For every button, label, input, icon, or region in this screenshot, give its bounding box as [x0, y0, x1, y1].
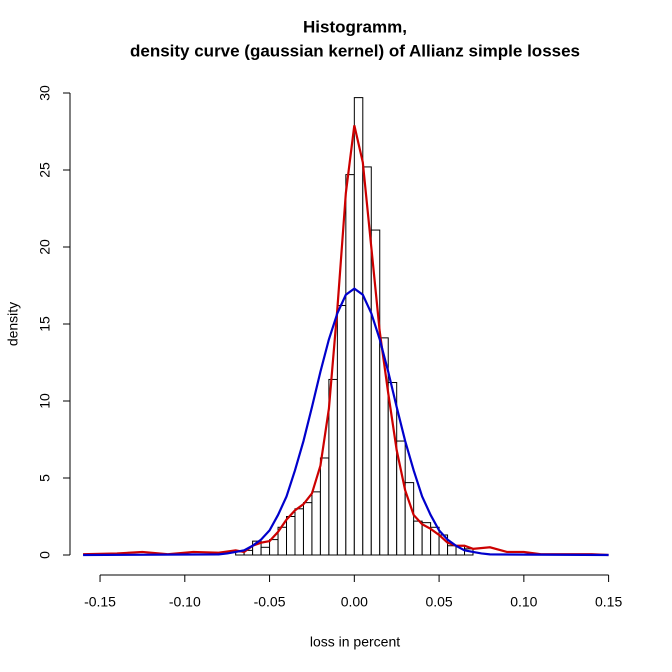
y-tick-label: 20 — [37, 239, 53, 255]
x-tick-label: 0.15 — [595, 594, 622, 610]
histogram-bar — [345, 174, 355, 556]
histogram-bar — [336, 305, 347, 556]
y-tick-label: 15 — [37, 316, 53, 332]
y-tick-label: 30 — [37, 85, 53, 101]
histogram-bar — [413, 520, 423, 556]
histogram-bar — [260, 546, 271, 556]
histogram-bar — [311, 491, 321, 556]
y-axis-label: density — [5, 302, 21, 346]
x-axis-label: loss in percent — [310, 634, 400, 650]
x-tick-label: -0.10 — [169, 594, 201, 610]
histogram-bar — [353, 97, 364, 556]
y-tick-label: 10 — [37, 393, 53, 409]
histogram-bar — [447, 545, 457, 556]
histogram-bar — [294, 508, 304, 556]
x-tick-label: -0.15 — [84, 594, 116, 610]
x-tick-label: 0.05 — [425, 594, 452, 610]
x-tick-label: 0.10 — [510, 594, 537, 610]
x-tick-label: -0.05 — [254, 594, 286, 610]
y-tick-label: 25 — [37, 162, 53, 178]
histogram-bar — [286, 516, 296, 556]
y-tick-label: 5 — [37, 474, 53, 482]
histogram-bar — [269, 539, 279, 556]
density-curve — [83, 287, 609, 557]
histogram-bar — [302, 502, 313, 556]
chart-title: density curve (gaussian kernel) of Allia… — [130, 41, 580, 60]
chart-title: Histogramm, — [303, 17, 407, 36]
histogram-bar — [319, 457, 330, 556]
y-tick-label: 0 — [37, 551, 53, 559]
histogram-bar — [404, 482, 415, 556]
x-tick-label: 0.00 — [341, 594, 368, 610]
